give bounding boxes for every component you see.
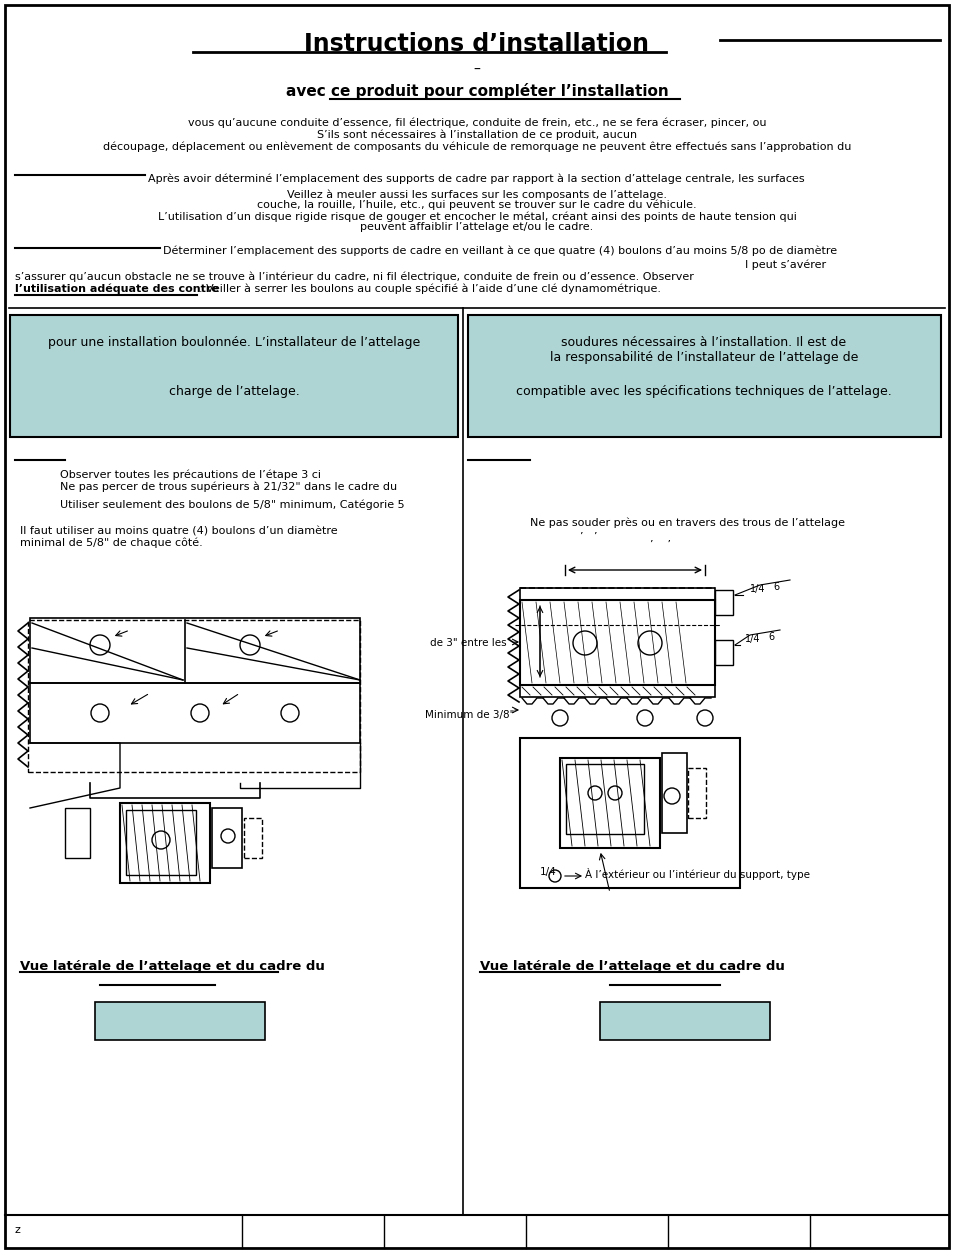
Text: Ne pas souder près ou en travers des trous de l’attelage: Ne pas souder près ou en travers des tro… <box>530 517 844 528</box>
Bar <box>661 753 686 833</box>
Text: découpage, déplacement ou enlèvement de composants du véhicule de remorquage ne : découpage, déplacement ou enlèvement de … <box>103 142 850 153</box>
Text: Vue latérale de l’attelage et du cadre du: Vue latérale de l’attelage et du cadre d… <box>20 960 325 974</box>
Bar <box>565 764 643 834</box>
Bar <box>714 590 732 615</box>
Text: z: z <box>15 1225 21 1235</box>
Text: 6: 6 <box>767 632 773 642</box>
Text: couche, la rouille, l’huile, etc., qui peuvent se trouver sur le cadre du véhicu: couche, la rouille, l’huile, etc., qui p… <box>257 200 696 211</box>
Text: Utiliser seulement des boulons de 5/8" minimum, Catégorie 5: Utiliser seulement des boulons de 5/8" m… <box>60 500 404 510</box>
Text: Veillez à meuler aussi les surfaces sur les composants de l’attelage.: Veillez à meuler aussi les surfaces sur … <box>287 189 666 199</box>
Bar <box>519 738 740 888</box>
Text: Minimum de 3/8": Minimum de 3/8" <box>424 710 514 720</box>
Text: Vue latérale de l’attelage et du cadre du: Vue latérale de l’attelage et du cadre d… <box>479 960 784 974</box>
Text: vous qu’aucune conduite d’essence, fil électrique, conduite de frein, etc., ne s: vous qu’aucune conduite d’essence, fil é… <box>188 118 765 129</box>
Text: compatible avec les spécifications techniques de l’attelage.: compatible avec les spécifications techn… <box>516 385 891 398</box>
Text: l’utilisation adéquate des contre: l’utilisation adéquate des contre <box>15 284 218 294</box>
Text: pour une installation boulоnnée. L’installateur de l’attelage: pour une installation boulоnnée. L’insta… <box>48 336 419 350</box>
Bar <box>687 768 705 818</box>
Text: ’    ’: ’ ’ <box>649 540 670 550</box>
Bar <box>120 803 210 883</box>
Bar <box>244 818 262 858</box>
Text: 1/4: 1/4 <box>749 584 764 594</box>
Text: avec ce produit pour compléter l’installation: avec ce produit pour compléter l’install… <box>285 83 668 99</box>
Text: I peut s’avérer: I peut s’avérer <box>744 259 825 269</box>
Text: minimal de 5/8" de chaque côté.: minimal de 5/8" de chaque côté. <box>20 538 203 548</box>
Bar <box>30 683 359 743</box>
Text: . Veiller à serrer les boulons au couple spécifié à l’aide d’une clé dynamométri: . Veiller à serrer les boulons au couple… <box>199 284 660 294</box>
Text: charge de l’attelage.: charge de l’attelage. <box>169 385 299 398</box>
Bar <box>468 315 940 437</box>
Bar <box>519 685 714 697</box>
Bar <box>212 808 242 868</box>
Text: s’assurer qu’aucun obstacle ne se trouve à l’intérieur du cadre, ni fil électriq: s’assurer qu’aucun obstacle ne se trouve… <box>15 271 693 282</box>
Text: la responsabilité de l’installateur de l’attelage de: la responsabilité de l’installateur de l… <box>549 351 858 365</box>
Bar <box>95 1002 265 1040</box>
Text: soudures nécessaires à l’installation. Il est de: soudures nécessaires à l’installation. I… <box>561 336 845 350</box>
Text: 1/4: 1/4 <box>539 867 557 877</box>
Bar <box>519 600 714 685</box>
Text: peuvent affaiblir l’attelage et/ou le cadre.: peuvent affaiblir l’attelage et/ou le ca… <box>360 222 593 232</box>
Text: Instructions d’installation: Instructions d’installation <box>304 33 649 56</box>
Text: L’utilisation d’un disque rigide risque de gouger et encocher le métal, créant a: L’utilisation d’un disque rigide risque … <box>157 211 796 222</box>
Text: 1/4: 1/4 <box>744 634 760 644</box>
Text: Après avoir déterminé l’emplacement des supports de cadre par rapport à la secti: Après avoir déterminé l’emplacement des … <box>148 173 803 183</box>
Text: À l’extérieur ou l’intérieur du support, type: À l’extérieur ou l’intérieur du support,… <box>584 868 809 880</box>
Text: Observer toutes les précautions de l’étape 3 ci: Observer toutes les précautions de l’éta… <box>60 470 320 480</box>
Bar <box>714 640 732 665</box>
Text: Ne pas percer de trous supérieurs à 21/32" dans le cadre du: Ne pas percer de trous supérieurs à 21/3… <box>60 482 396 492</box>
Bar <box>559 758 659 848</box>
Bar <box>126 809 195 875</box>
Text: Il faut utiliser au moins quatre (4) boulons d’un diamètre: Il faut utiliser au moins quatre (4) bou… <box>20 525 337 535</box>
Text: ’   ’: ’ ’ <box>579 533 597 543</box>
Bar <box>10 315 457 437</box>
Bar <box>28 620 359 772</box>
Text: Déterminer l’emplacement des supports de cadre en veillant à ce que quatre (4) b: Déterminer l’emplacement des supports de… <box>163 246 836 257</box>
Bar <box>65 808 90 858</box>
Text: –: – <box>473 63 480 76</box>
Text: de 3" entre les: de 3" entre les <box>430 638 506 648</box>
Text: 6: 6 <box>772 581 779 591</box>
Bar <box>519 588 714 600</box>
Bar <box>599 1002 769 1040</box>
Text: S’ils sont nécessaires à l’installation de ce produit, aucun: S’ils sont nécessaires à l’installation … <box>316 130 637 140</box>
Bar <box>30 618 359 683</box>
